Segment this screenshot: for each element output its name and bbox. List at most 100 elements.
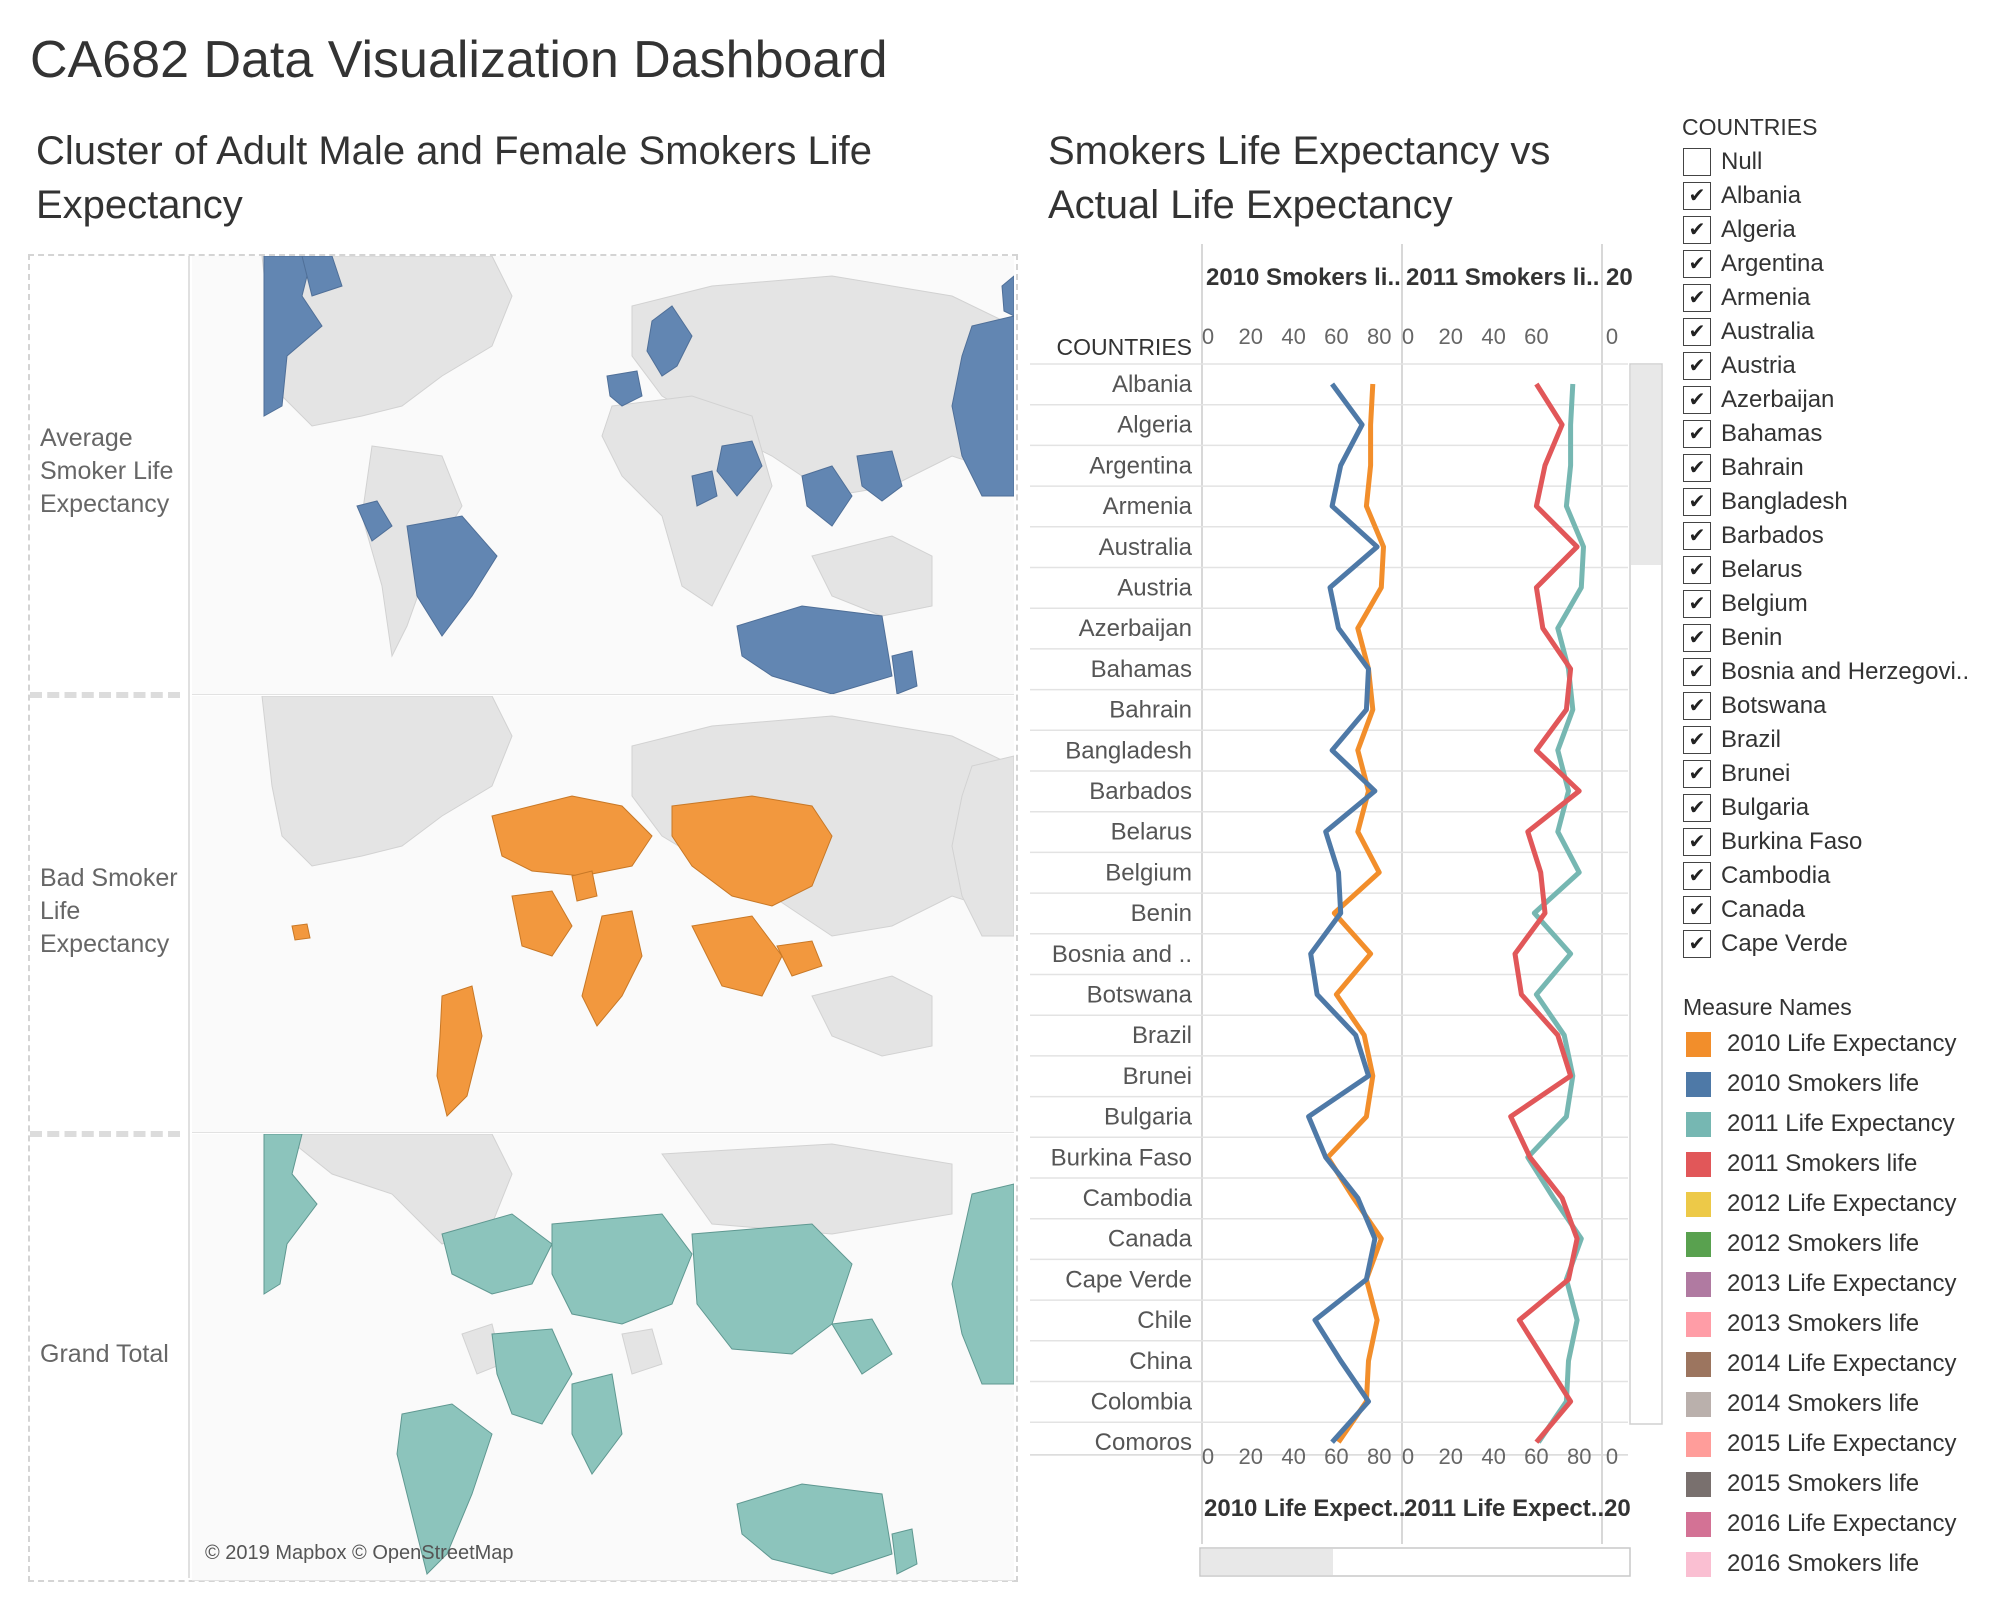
checkbox-checked[interactable]: ✔ bbox=[1683, 624, 1711, 652]
legend-item[interactable]: 2011 Life Expectancy bbox=[1686, 1104, 1996, 1144]
filter-item[interactable]: Null bbox=[1683, 145, 1993, 179]
checkbox-checked[interactable]: ✔ bbox=[1683, 386, 1711, 414]
filter-item[interactable]: ✔ Brazil bbox=[1683, 723, 1993, 757]
checkbox-checked[interactable]: ✔ bbox=[1683, 692, 1711, 720]
filter-item[interactable]: ✔ Botswana bbox=[1683, 689, 1993, 723]
country-label[interactable]: Colombia bbox=[1091, 1389, 1193, 1416]
country-label[interactable]: Benin bbox=[1131, 900, 1192, 927]
country-label[interactable]: Cambodia bbox=[1083, 1185, 1193, 1212]
checkbox-checked[interactable]: ✔ bbox=[1683, 760, 1711, 788]
legend-item[interactable]: 2014 Life Expectancy bbox=[1686, 1344, 1996, 1384]
series-line[interactable] bbox=[1306, 382, 1380, 1444]
country-label[interactable]: China bbox=[1129, 1348, 1192, 1375]
legend-item[interactable]: 2013 Life Expectancy bbox=[1686, 1264, 1996, 1304]
country-label[interactable]: Chile bbox=[1137, 1307, 1192, 1334]
filter-item[interactable]: ✔ Canada bbox=[1683, 893, 1993, 927]
legend-item[interactable]: 2010 Smokers life bbox=[1686, 1064, 1996, 1104]
country-label[interactable]: Barbados bbox=[1089, 778, 1192, 805]
legend-item-label: 2014 Smokers life bbox=[1727, 1390, 1920, 1417]
legend-item[interactable]: 2016 Life Expectancy bbox=[1686, 1504, 1996, 1544]
checkbox-checked[interactable]: ✔ bbox=[1683, 284, 1711, 312]
country-label[interactable]: Brazil bbox=[1132, 1022, 1192, 1049]
legend-item[interactable]: 2014 Smokers life bbox=[1686, 1384, 1996, 1424]
country-label[interactable]: Cape Verde bbox=[1065, 1266, 1192, 1293]
filter-item-label: Botswana bbox=[1721, 692, 1827, 719]
legend-item[interactable]: 2012 Smokers life bbox=[1686, 1224, 1996, 1264]
checkbox-checked[interactable]: ✔ bbox=[1683, 930, 1711, 958]
checkbox-checked[interactable]: ✔ bbox=[1683, 556, 1711, 584]
country-label[interactable]: Albania bbox=[1112, 371, 1193, 398]
checkbox-checked[interactable]: ✔ bbox=[1683, 658, 1711, 686]
checkbox-checked[interactable]: ✔ bbox=[1683, 216, 1711, 244]
filter-item[interactable]: ✔ Argentina bbox=[1683, 247, 1993, 281]
country-label[interactable]: Bosnia and .. bbox=[1052, 941, 1192, 968]
filter-item[interactable]: ✔ Algeria bbox=[1683, 213, 1993, 247]
bottom-axis-title: 2011 Life Expect.. bbox=[1404, 1495, 1604, 1522]
country-label[interactable]: Azerbaijan bbox=[1079, 615, 1192, 642]
filter-item[interactable]: ✔ Brunei bbox=[1683, 757, 1993, 791]
filter-item[interactable]: ✔ Belgium bbox=[1683, 587, 1993, 621]
legend-item[interactable]: 2010 Life Expectancy bbox=[1686, 1024, 1996, 1064]
filter-item[interactable]: ✔ Austria bbox=[1683, 349, 1993, 383]
checkbox-checked[interactable]: ✔ bbox=[1683, 862, 1711, 890]
series-line[interactable] bbox=[1508, 382, 1582, 1444]
map-grand-total[interactable] bbox=[192, 1134, 1014, 1581]
filter-item[interactable]: ✔ Cambodia bbox=[1683, 859, 1993, 893]
vertical-scrollbar-thumb[interactable] bbox=[1631, 365, 1661, 565]
country-label[interactable]: Austria bbox=[1117, 575, 1192, 602]
checkbox-checked[interactable]: ✔ bbox=[1683, 488, 1711, 516]
legend-item[interactable]: 2016 Smokers life bbox=[1686, 1544, 1996, 1584]
filter-item[interactable]: ✔ Bulgaria bbox=[1683, 791, 1993, 825]
legend-item[interactable]: 2015 Smokers life bbox=[1686, 1464, 1996, 1504]
checkbox-checked[interactable]: ✔ bbox=[1683, 454, 1711, 482]
country-label[interactable]: Australia bbox=[1099, 534, 1193, 561]
country-label[interactable]: Bahrain bbox=[1109, 697, 1192, 724]
checkbox-checked[interactable]: ✔ bbox=[1683, 318, 1711, 346]
legend-item[interactable]: 2013 Smokers life bbox=[1686, 1304, 1996, 1344]
checkbox-checked[interactable]: ✔ bbox=[1683, 794, 1711, 822]
filter-item[interactable]: ✔ Armenia bbox=[1683, 281, 1993, 315]
filter-item[interactable]: ✔ Bahrain bbox=[1683, 451, 1993, 485]
legend-item[interactable]: 2012 Life Expectancy bbox=[1686, 1184, 1996, 1224]
checkbox-checked[interactable]: ✔ bbox=[1683, 590, 1711, 618]
map-bad-smoker[interactable] bbox=[192, 696, 1014, 1133]
legend-item[interactable]: 2015 Life Expectancy bbox=[1686, 1424, 1996, 1464]
checkbox-checked[interactable]: ✔ bbox=[1683, 896, 1711, 924]
country-label[interactable]: Burkina Faso bbox=[1051, 1144, 1192, 1171]
checkbox-checked[interactable]: ✔ bbox=[1683, 250, 1711, 278]
country-label[interactable]: Comoros bbox=[1095, 1429, 1192, 1456]
filter-item[interactable]: ✔ Cape Verde bbox=[1683, 927, 1993, 961]
country-label[interactable]: Argentina bbox=[1089, 452, 1192, 479]
country-label[interactable]: Belgium bbox=[1105, 859, 1192, 886]
checkbox-checked[interactable]: ✔ bbox=[1683, 522, 1711, 550]
country-label[interactable]: Armenia bbox=[1103, 493, 1193, 520]
checkbox-checked[interactable]: ✔ bbox=[1683, 420, 1711, 448]
map-average-smoker[interactable] bbox=[192, 256, 1014, 695]
filter-item[interactable]: ✔ Burkina Faso bbox=[1683, 825, 1993, 859]
country-label[interactable]: Belarus bbox=[1111, 819, 1192, 846]
country-label[interactable]: Brunei bbox=[1123, 1063, 1192, 1090]
filter-item[interactable]: ✔ Benin bbox=[1683, 621, 1993, 655]
checkbox-checked[interactable]: ✔ bbox=[1683, 352, 1711, 380]
filter-item[interactable]: ✔ Belarus bbox=[1683, 553, 1993, 587]
checkbox-checked[interactable]: ✔ bbox=[1683, 726, 1711, 754]
country-label[interactable]: Bangladesh bbox=[1065, 737, 1192, 764]
country-label[interactable]: Bahamas bbox=[1091, 656, 1192, 683]
horizontal-scrollbar-thumb[interactable] bbox=[1201, 1549, 1333, 1575]
filter-item[interactable]: ✔ Azerbaijan bbox=[1683, 383, 1993, 417]
country-label[interactable]: Bulgaria bbox=[1104, 1104, 1193, 1131]
filter-item[interactable]: ✔ Bahamas bbox=[1683, 417, 1993, 451]
filter-item[interactable]: ✔ Albania bbox=[1683, 179, 1993, 213]
checkbox-checked[interactable]: ✔ bbox=[1683, 828, 1711, 856]
line-chart[interactable]: 2010 Smokers li.. 2011 Smokers li.. 20 C… bbox=[1030, 244, 1670, 1600]
checkbox-checked[interactable]: ✔ bbox=[1683, 182, 1711, 210]
country-label[interactable]: Canada bbox=[1108, 1226, 1193, 1253]
country-label[interactable]: Botswana bbox=[1087, 982, 1193, 1009]
filter-item[interactable]: ✔ Bosnia and Herzegovi.. bbox=[1683, 655, 1993, 689]
filter-item[interactable]: ✔ Bangladesh bbox=[1683, 485, 1993, 519]
filter-item[interactable]: ✔ Australia bbox=[1683, 315, 1993, 349]
country-label[interactable]: Algeria bbox=[1117, 412, 1192, 439]
filter-item[interactable]: ✔ Barbados bbox=[1683, 519, 1993, 553]
checkbox-unchecked[interactable] bbox=[1683, 148, 1711, 176]
legend-item[interactable]: 2011 Smokers life bbox=[1686, 1144, 1996, 1184]
